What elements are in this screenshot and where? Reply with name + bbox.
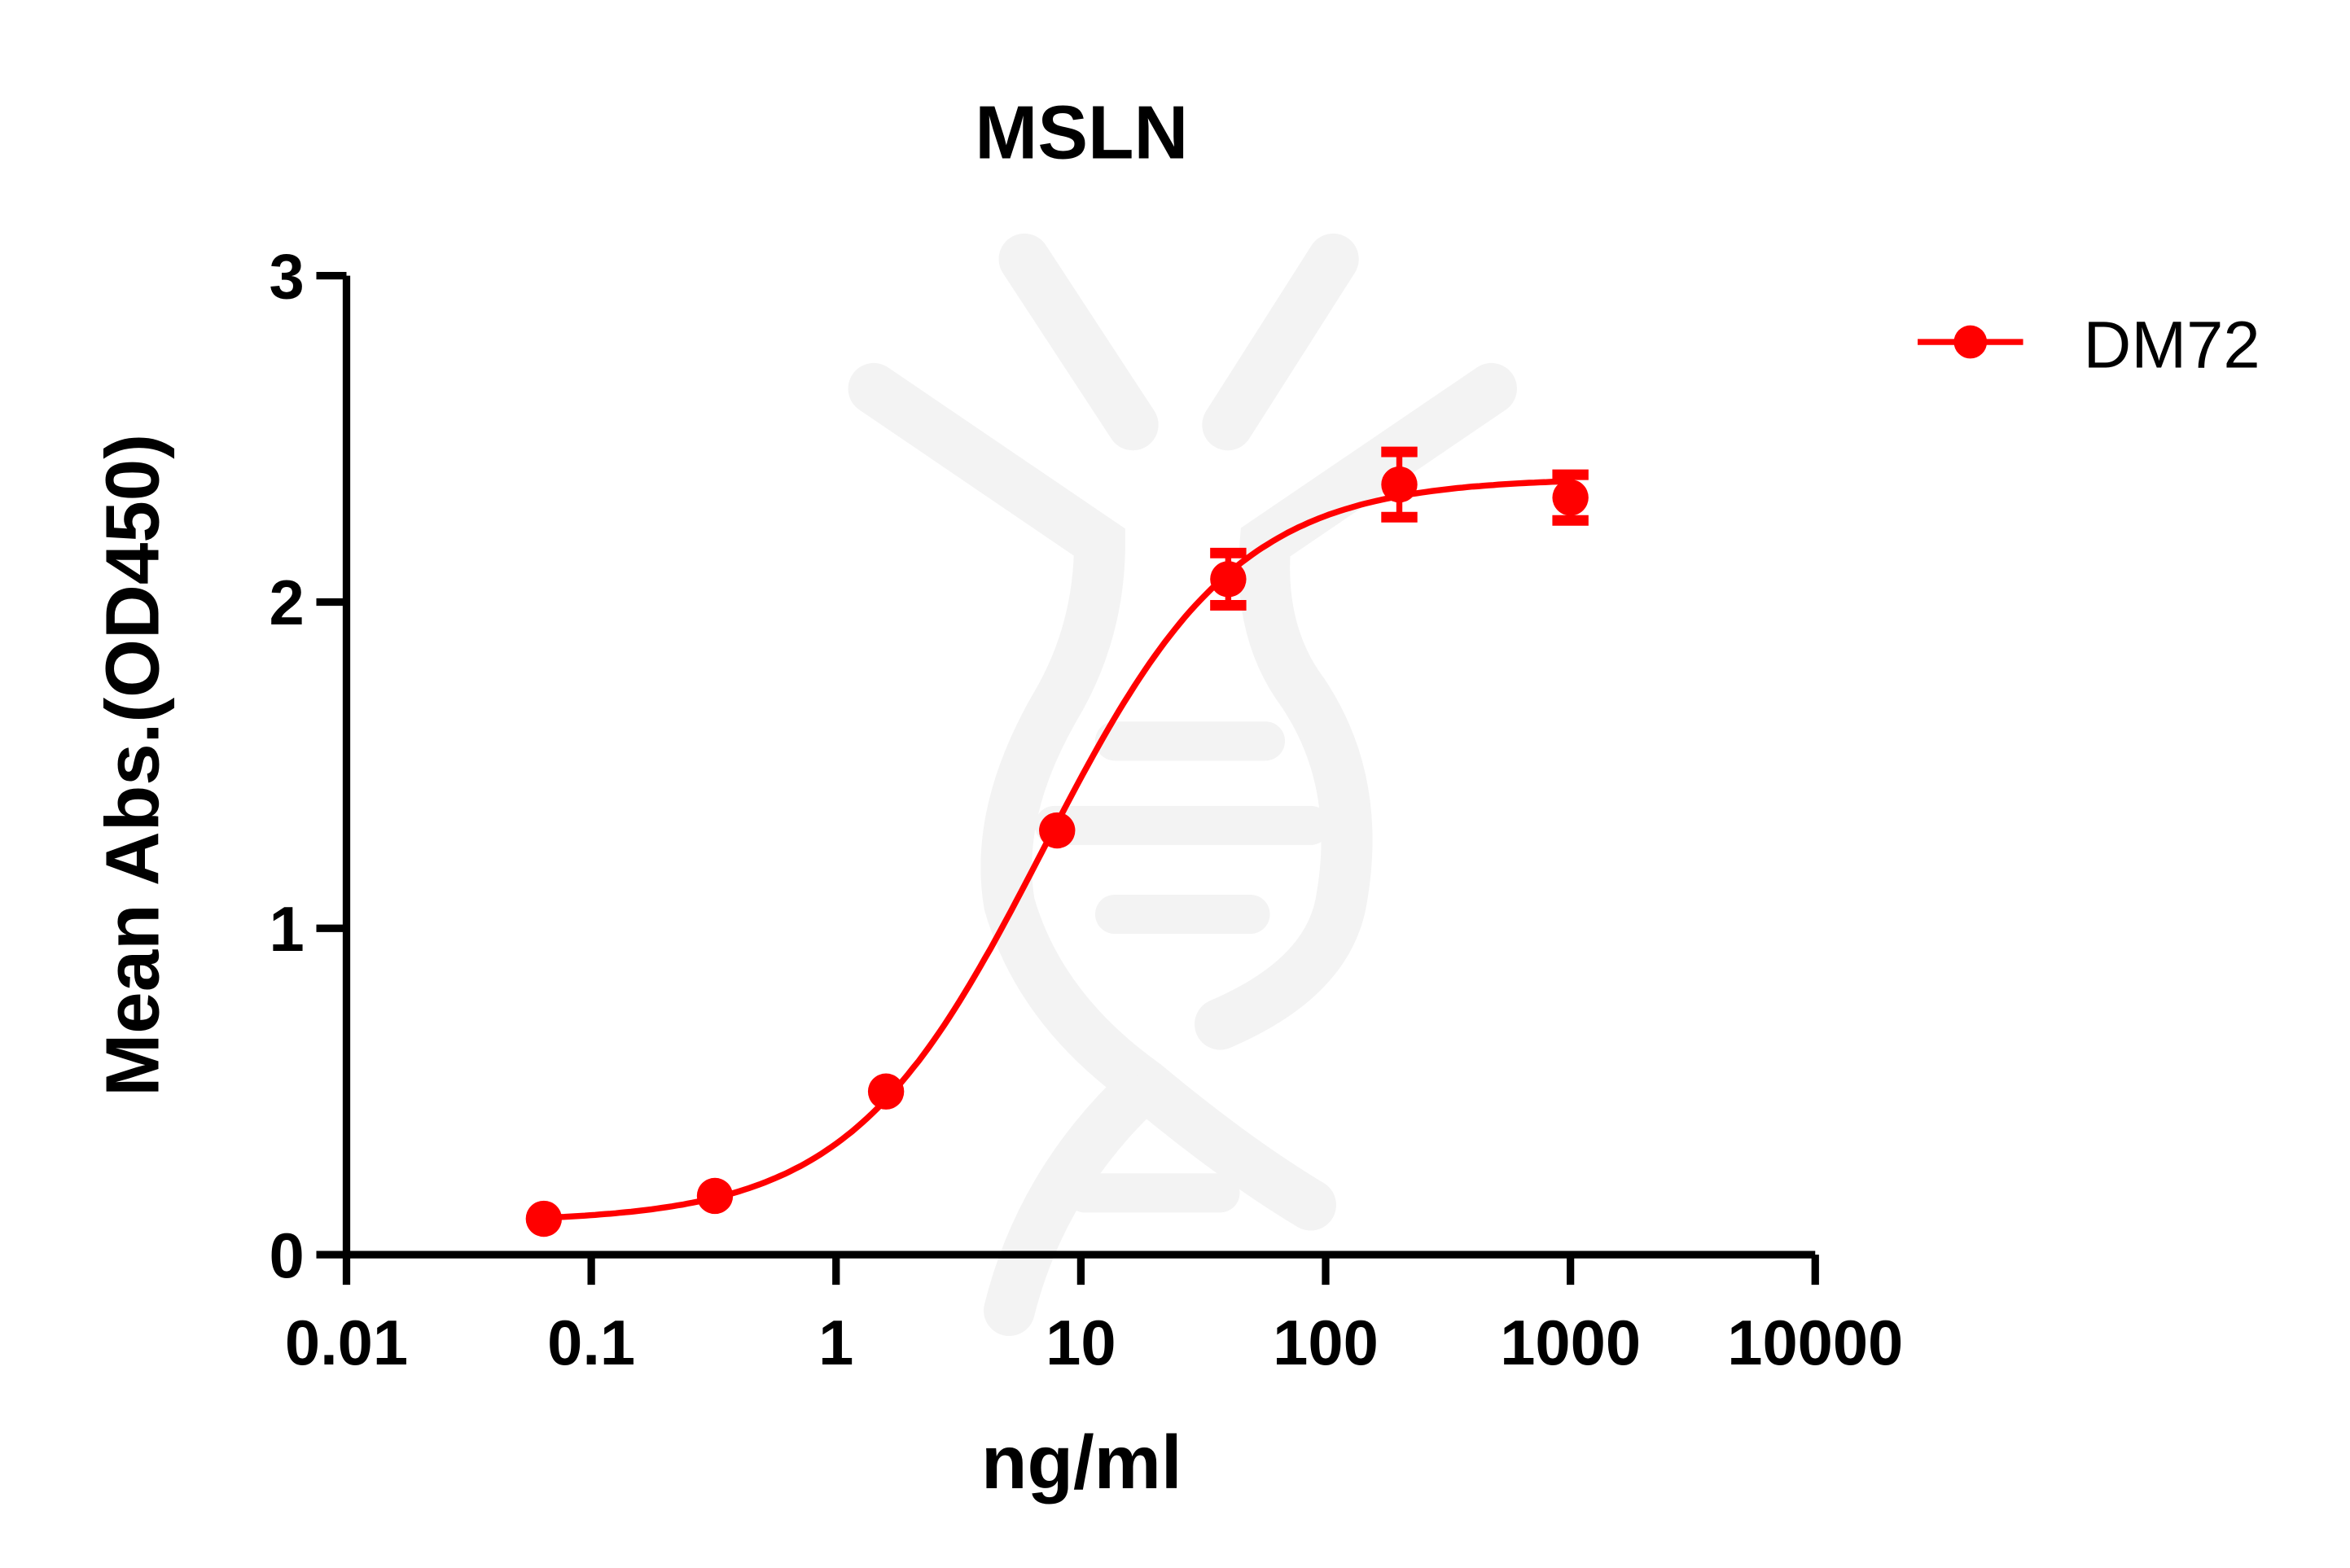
- fit-curve: [543, 478, 1571, 1221]
- x-tick-label: 0.1: [547, 1308, 635, 1378]
- y-tick-label: 0: [269, 1221, 304, 1291]
- legend-marker: [1953, 325, 1988, 359]
- data-point: [1381, 466, 1418, 503]
- data-point: [867, 1073, 905, 1110]
- legend-label: DM72: [2084, 308, 2260, 382]
- x-tick-label: 0.01: [285, 1308, 408, 1378]
- x-tick-label: 10: [1046, 1308, 1116, 1378]
- chart-title: MSLN: [975, 90, 1188, 174]
- y-tick-label: 1: [269, 895, 304, 965]
- data-point: [1552, 479, 1589, 516]
- data-point: [696, 1177, 734, 1215]
- axes: 0.01 0.1 1 10 100 1000 10000 0 1 2 3: [269, 242, 1903, 1378]
- watermark-dna-logo: [848, 233, 1517, 1337]
- y-axis-label: Mean Abs.(OD450): [90, 434, 174, 1097]
- data-point: [525, 1200, 563, 1237]
- data-points: [525, 446, 1589, 1237]
- y-tick-label: 3: [269, 242, 304, 312]
- x-axis-label: ng/ml: [981, 1420, 1182, 1504]
- y-tick-label: 2: [269, 568, 304, 638]
- x-tick-label: 1: [818, 1308, 853, 1378]
- x-tick-label: 10000: [1727, 1308, 1903, 1378]
- x-tick-label: 100: [1273, 1308, 1379, 1378]
- legend: DM72: [1918, 308, 2260, 382]
- data-point: [1039, 812, 1076, 849]
- data-point: [1210, 561, 1247, 598]
- x-tick-label: 1000: [1500, 1308, 1641, 1378]
